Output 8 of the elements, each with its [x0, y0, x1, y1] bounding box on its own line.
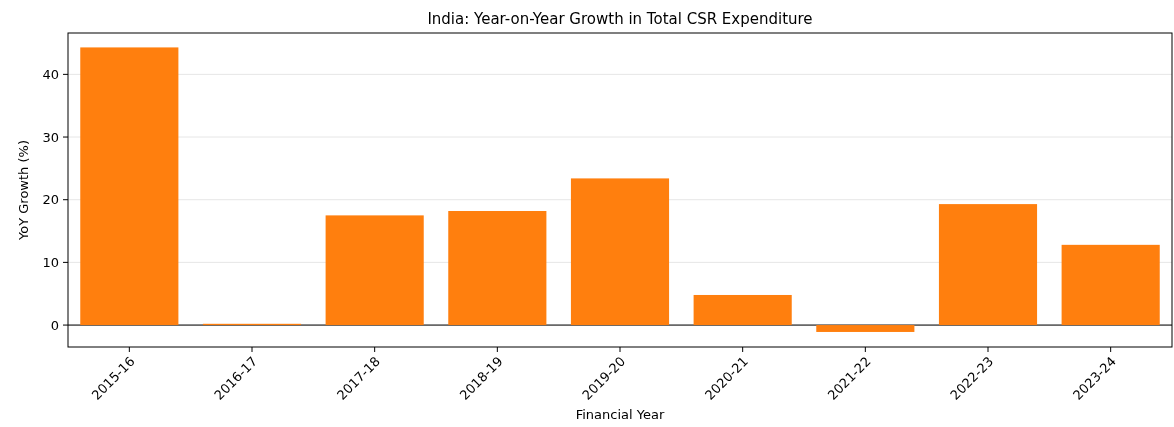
y-tick-label: 20	[42, 192, 59, 208]
y-tick-label: 30	[42, 129, 59, 145]
y-tick-label: 10	[42, 254, 59, 270]
x-axis-title: Financial Year	[575, 407, 665, 422]
y-axis-title: YoY Growth (%)	[16, 140, 31, 241]
y-tick-label: 40	[42, 66, 59, 82]
chart-title: India: Year-on-Year Growth in Total CSR Expenditure	[427, 10, 813, 28]
y-tick-label: 0	[50, 317, 59, 333]
